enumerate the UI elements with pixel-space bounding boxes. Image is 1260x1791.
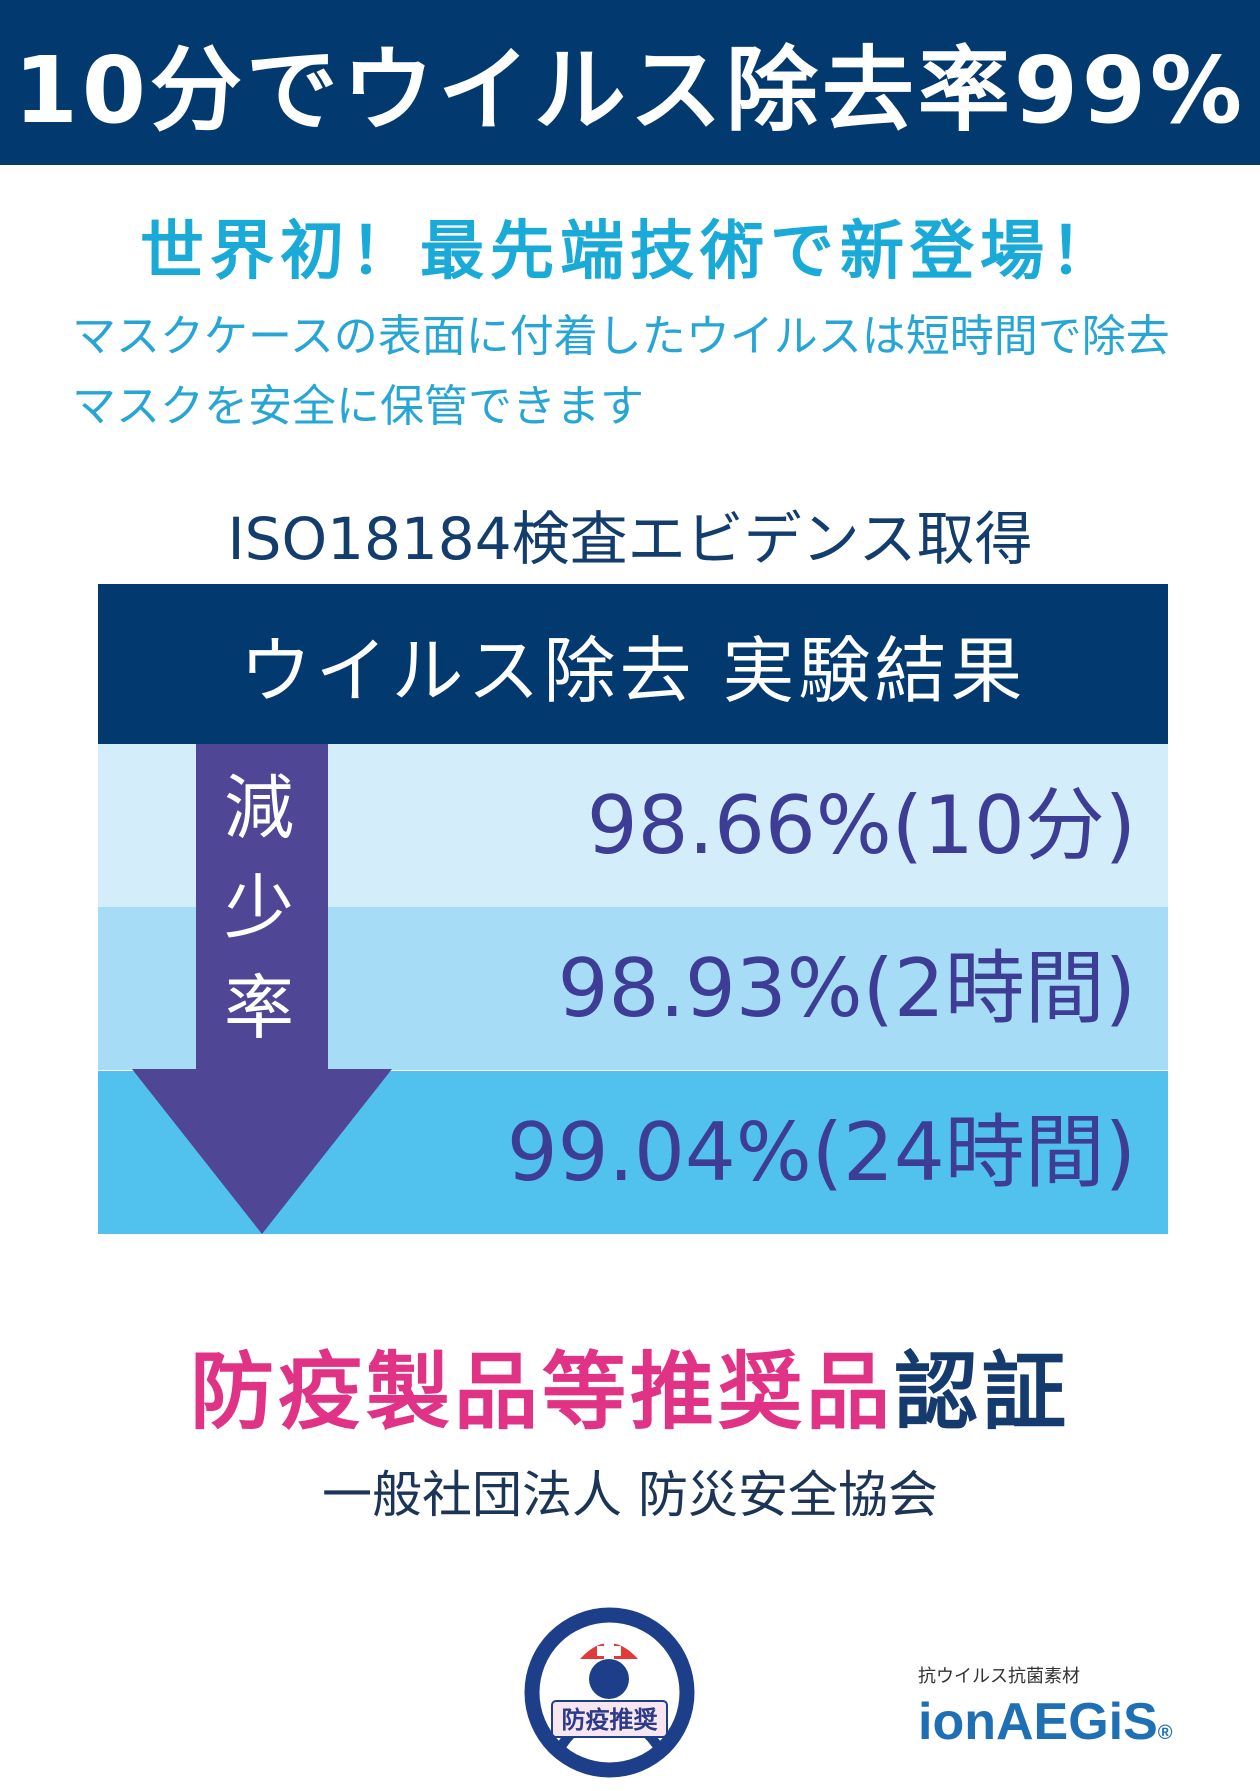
arrow-label: 減 少 率 [196,758,322,1058]
banner-title: 10分でウイルス除去率99% [13,37,1247,144]
brand-logo: ionAEGiS® [918,1692,1173,1752]
registered-mark: ® [1157,1722,1173,1744]
result-value: 98.66%(10分) [586,779,1136,872]
top-banner: 10分でウイルス除去率99% [0,0,1260,165]
seal-center-text: 防疫推奨 [562,1706,659,1734]
arrow-label-char: 減 [224,767,294,849]
brand-block: 抗ウイルス抗菌素材 ionAEGiS® [918,1662,1173,1752]
certification-seal-icon: 防疫製品等推奨マーク 一般社団法人 防災安全協会 防疫推奨 [524,1607,695,1778]
arrow-label-char: 少 [224,867,294,949]
results-header: ウイルス除去 実験結果 [98,584,1168,744]
arrow-label-char: 率 [224,967,294,1049]
description-line-2: マスクを安全に保管できます [72,381,644,432]
results-table: ウイルス除去 実験結果 98.66%(10分) 98.93%(2時間) 99.0… [98,584,1168,1234]
headline: 世界初！最先端技術で新登場！ [140,215,1120,289]
evidence-text: ISO18184検査エビデンス取得 [227,505,1033,573]
association-name: 一般社団法人 防災安全協会 [322,1466,938,1524]
certification-navy: 認証 [894,1343,1071,1441]
brand-small-label: 抗ウイルス抗菌素材 [918,1666,1080,1687]
results-header-label: ウイルス除去 実験結果 [239,628,1027,713]
decrease-arrow-icon [132,744,392,1234]
description-line-1: マスクケースの表面に付着したウイルスは短時間で除去 [72,311,1170,362]
result-value: 99.04%(24時間) [506,1106,1136,1199]
result-value: 98.93%(2時間) [557,942,1136,1035]
certification-title: 防疫製品等推奨品認証 [0,1325,1260,1446]
brand-name: ionAEGiS [918,1693,1158,1751]
certification-pink: 防疫製品等推奨品 [189,1343,894,1441]
